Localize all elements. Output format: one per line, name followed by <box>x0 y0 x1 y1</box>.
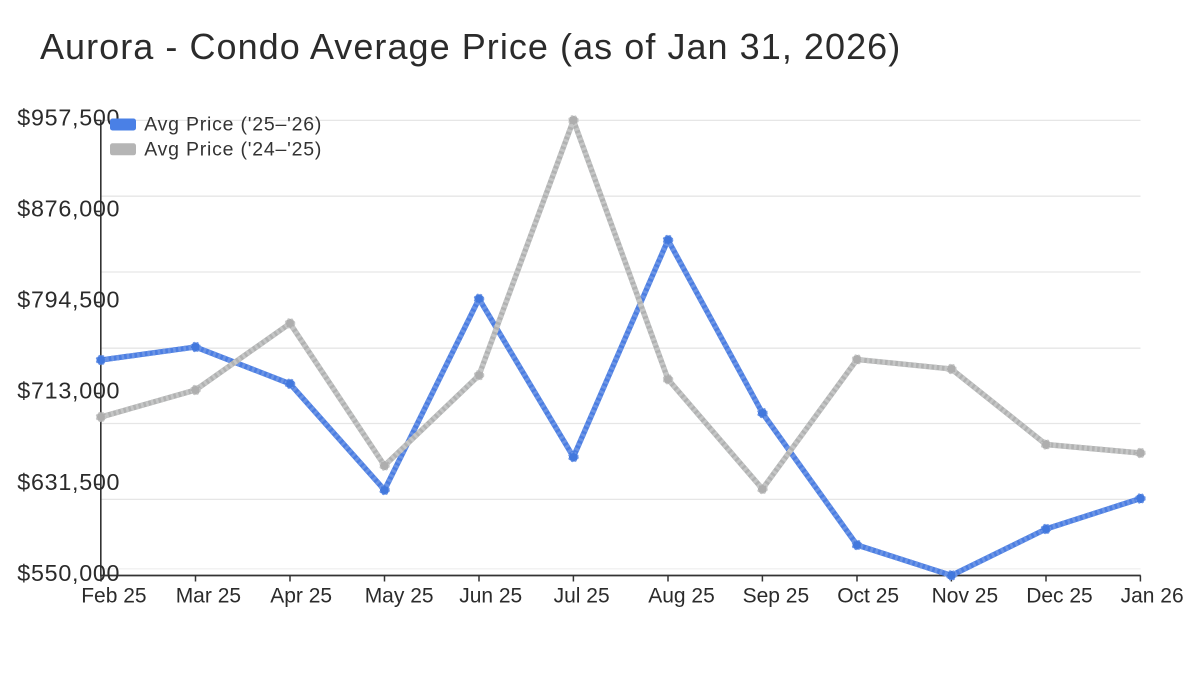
svg-text:$631,500: $631,500 <box>17 469 120 495</box>
svg-text:$713,000: $713,000 <box>17 378 120 404</box>
svg-text:Sep 25: Sep 25 <box>743 585 810 608</box>
svg-text:Dec 25: Dec 25 <box>1026 585 1093 608</box>
svg-text:$876,000: $876,000 <box>17 196 120 222</box>
svg-text:Nov 25: Nov 25 <box>932 585 999 608</box>
svg-text:May 25: May 25 <box>365 585 434 608</box>
svg-text:Oct 25: Oct 25 <box>837 585 899 608</box>
svg-text:Jul 25: Jul 25 <box>554 585 610 608</box>
svg-text:Avg Price ('25–'26): Avg Price ('25–'26) <box>144 114 322 136</box>
svg-text:Mar 25: Mar 25 <box>176 585 241 608</box>
svg-text:Jun 25: Jun 25 <box>459 585 522 608</box>
svg-text:Apr 25: Apr 25 <box>270 585 332 608</box>
svg-text:Aurora - Condo Average Price (: Aurora - Condo Average Price (as of Jan … <box>40 26 901 67</box>
svg-text:Feb 25: Feb 25 <box>81 585 146 608</box>
svg-text:Jan 26: Jan 26 <box>1121 585 1184 608</box>
svg-text:$794,500: $794,500 <box>17 287 120 313</box>
svg-text:$550,000: $550,000 <box>17 560 120 586</box>
svg-text:$957,500: $957,500 <box>17 105 120 131</box>
svg-text:Avg Price ('24–'25): Avg Price ('24–'25) <box>144 139 322 161</box>
svg-text:Aug 25: Aug 25 <box>648 585 715 608</box>
